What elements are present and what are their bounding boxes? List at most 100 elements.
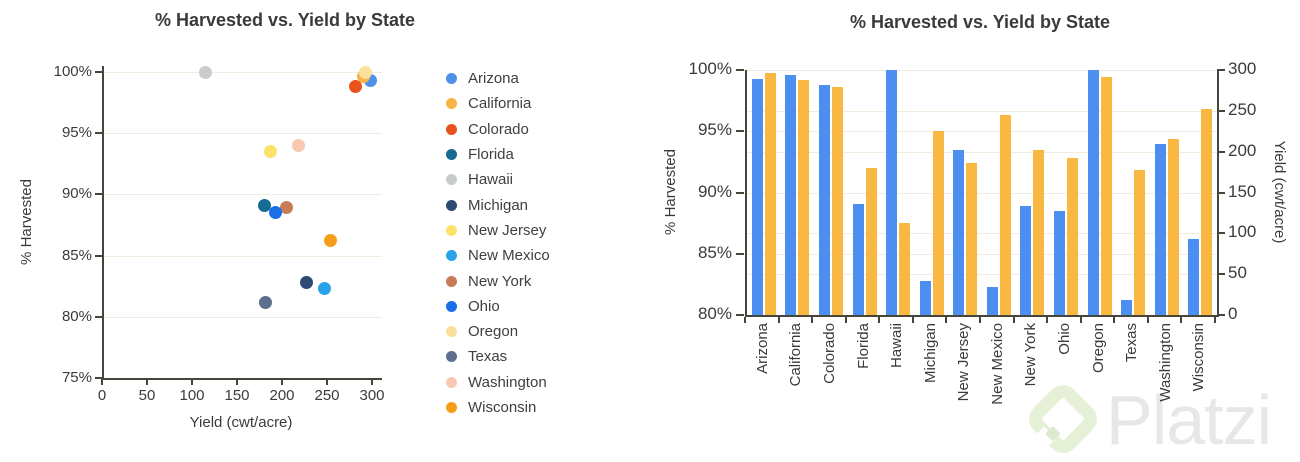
bar-x-label-california: California (787, 323, 805, 387)
bar-gridline (747, 131, 1217, 133)
bar-yield-florida (865, 168, 877, 315)
bar-x-label-new-york: New York (1022, 323, 1040, 387)
bar-harvested-new-mexico (986, 286, 998, 315)
bar-left-tick (736, 69, 744, 71)
watermark: Platzi (1018, 378, 1300, 462)
bar-harvested-oregon (1087, 70, 1099, 315)
scatter-y-tick-label: 95% (61, 124, 92, 142)
scatter-gridline (104, 255, 382, 257)
watermark-brand-text: Platzi (1106, 381, 1272, 459)
bar-x-label-oregon: Oregon (1089, 323, 1107, 374)
scatter-y-tick (95, 315, 102, 318)
bar-yield-wisconsin (1201, 109, 1213, 315)
scatter-x-tick-label: 150 (224, 387, 250, 404)
platzi-logo-icon (1029, 385, 1097, 453)
scatter-point-ohio (269, 206, 283, 220)
bar-gridline (747, 253, 1217, 255)
scatter-x-tick (326, 378, 328, 385)
scatter-y-tick-label: 85% (61, 246, 92, 264)
scatter-legend: Arizona California Colorado Florida Hawaii Mi… (446, 66, 550, 420)
bar-x-tick (979, 317, 981, 323)
bar-right-tick-label: 0 (1228, 304, 1238, 323)
legend-item-new-york: New York (446, 268, 550, 293)
bar-left-tick (736, 191, 744, 194)
scatter-y-tick (95, 254, 102, 257)
bar-left-tick (736, 130, 744, 133)
legend-swatch-icon (446, 174, 457, 186)
bar-yield-washington (1167, 138, 1179, 315)
legend-swatch-icon (446, 300, 457, 312)
scatter-y-tick-label: 100% (53, 63, 92, 80)
legend-swatch-icon (446, 376, 457, 388)
scatter-x-tick (371, 378, 373, 385)
bar-x-label-washington: Washington (1156, 323, 1174, 402)
bar-right-tick-label: 200 (1228, 140, 1257, 160)
scatter-gridline (104, 316, 382, 318)
legend-item-texas: Texas (446, 344, 550, 369)
legend-swatch-icon (446, 149, 457, 161)
bar-x-label-michigan: Michigan (921, 323, 939, 384)
scatter-x-tick-label: 100 (179, 387, 205, 404)
bar-gridline (747, 70, 1217, 71)
legend-label: Colorado (468, 120, 529, 138)
bar-x-tick (1079, 317, 1082, 323)
scatter-x-tick (281, 378, 283, 385)
bar-right-tick (1217, 273, 1225, 276)
bar-x-tick (1180, 317, 1183, 323)
bar-left-tick-label: 80% (697, 304, 732, 323)
scatter-gridline (104, 72, 382, 73)
scatter-plot (102, 65, 382, 380)
scatter-point-oregon (359, 65, 373, 79)
legend-swatch-icon (446, 402, 457, 413)
scatter-point-new-mexico (318, 282, 331, 296)
legend-item-wisconsin: Wisconsin (446, 395, 550, 420)
legend-item-new-jersey: New Jersey (446, 218, 550, 243)
legend-swatch-icon (446, 326, 457, 338)
scatter-point-florida (257, 198, 271, 212)
bar-x-tick (945, 317, 948, 323)
bar-harvested-ohio (1053, 210, 1065, 315)
bar-x-label-texas: Texas (1123, 323, 1141, 363)
legend-swatch-icon (446, 250, 457, 262)
bar-yield-california (798, 79, 810, 315)
bar-x-tick (1113, 317, 1116, 323)
bar-yield-michigan (932, 131, 944, 315)
bar-right-tick (1217, 150, 1225, 153)
bar-left-tick-label: 90% (697, 181, 732, 201)
bar-x-label-florida: Florida (854, 323, 872, 369)
legend-item-michigan: Michigan (446, 192, 550, 217)
bar-right-tick (1217, 69, 1225, 71)
scatter-y-tick-label: 75% (61, 369, 92, 386)
bar-yield-new-jersey (966, 163, 978, 315)
scatter-x-tick (146, 378, 148, 385)
scatter-x-tick (101, 378, 103, 385)
bar-gridline (747, 151, 1217, 153)
bar-gridline (747, 110, 1217, 112)
bar-x-tick (777, 317, 780, 323)
bar-gridline (747, 192, 1217, 194)
bar-left-tick (736, 252, 744, 255)
bar-yield-oregon (1100, 77, 1112, 315)
legend-label: Arizona (468, 70, 519, 88)
bar-harvested-arizona (751, 78, 763, 315)
bar-harvested-new-jersey (953, 149, 965, 315)
bar-right-tick-label: 250 (1228, 99, 1257, 119)
scatter-point-new-jersey (264, 145, 277, 159)
legend-swatch-icon (446, 123, 457, 135)
bar-harvested-colorado (818, 84, 830, 315)
legend-item-new-mexico: New Mexico (446, 243, 550, 268)
legend-label: Hawaii (468, 171, 514, 189)
scatter-y-tick (95, 193, 102, 196)
bar-x-label-new-mexico: New Mexico (988, 323, 1006, 405)
legend-label: Washington (468, 373, 547, 391)
bar-yield-arizona (764, 73, 776, 315)
scatter-chart-title: % Harvested vs. Yield by State (154, 10, 416, 30)
scatter-point-new-york (280, 201, 294, 215)
scatter-y-tick (95, 377, 102, 379)
legend-label: New York (468, 272, 532, 290)
scatter-x-tick-label: 50 (138, 387, 156, 404)
bar-right-tick-label: 100 (1228, 222, 1257, 242)
scatter-y-tick (95, 71, 102, 73)
legend-swatch-icon (446, 73, 457, 85)
